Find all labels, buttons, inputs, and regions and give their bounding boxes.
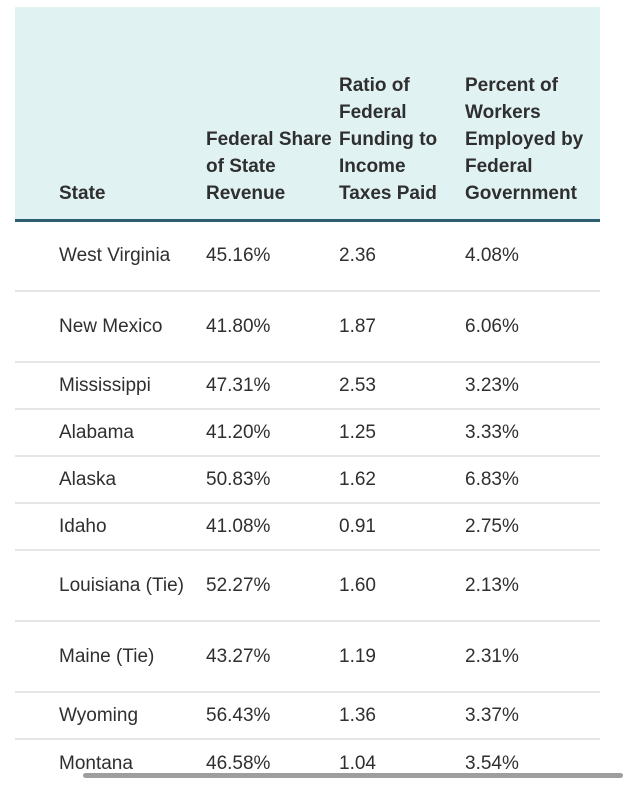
cell-federal-share: 50.83% bbox=[206, 456, 339, 504]
table-row: Louisiana (Tie) 52.27% 1.60 2.13% bbox=[15, 550, 600, 622]
cell-federal-share: 43.27% bbox=[206, 621, 339, 693]
table-row: Alabama 41.20% 1.25 3.33% bbox=[15, 409, 600, 457]
cell-ratio: 1.19 bbox=[339, 621, 465, 693]
cell-workers: 6.06% bbox=[465, 291, 600, 363]
cell-federal-share: 41.20% bbox=[206, 409, 339, 457]
header-row: State Federal Share of State Revenue Rat… bbox=[15, 7, 600, 222]
cell-federal-share: 52.27% bbox=[206, 550, 339, 622]
header-workers: Percent of Workers Employed by Federal G… bbox=[465, 7, 600, 222]
header-state: State bbox=[15, 7, 206, 222]
table-row: West Virginia 45.16% 2.36 4.08% bbox=[15, 220, 600, 292]
cell-federal-share: 41.08% bbox=[206, 503, 339, 551]
cell-federal-share: 41.80% bbox=[206, 291, 339, 363]
cell-workers: 3.23% bbox=[465, 362, 600, 410]
cell-federal-share: 56.43% bbox=[206, 692, 339, 740]
cell-state: Alaska bbox=[15, 456, 206, 504]
cell-state: Louisiana (Tie) bbox=[15, 550, 206, 622]
table-row: Alaska 50.83% 1.62 6.83% bbox=[15, 456, 600, 504]
cell-workers: 2.31% bbox=[465, 621, 600, 693]
cell-ratio: 1.36 bbox=[339, 692, 465, 740]
horizontal-scrollbar[interactable] bbox=[83, 773, 623, 778]
cell-ratio: 1.62 bbox=[339, 456, 465, 504]
cell-workers: 4.08% bbox=[465, 220, 600, 292]
cell-workers: 6.83% bbox=[465, 456, 600, 504]
cell-federal-share: 47.31% bbox=[206, 362, 339, 410]
header-ratio: Ratio of Federal Funding to Income Taxes… bbox=[339, 7, 465, 222]
cell-state: New Mexico bbox=[15, 291, 206, 363]
cell-ratio: 2.53 bbox=[339, 362, 465, 410]
cell-federal-share: 45.16% bbox=[206, 220, 339, 292]
cell-ratio: 1.60 bbox=[339, 550, 465, 622]
cell-state: Montana bbox=[59, 752, 133, 774]
cell-federal-share: 46.58% bbox=[206, 752, 271, 774]
cell-workers: 3.33% bbox=[465, 409, 600, 457]
federal-dependence-table: State Federal Share of State Revenue Rat… bbox=[15, 7, 600, 786]
cell-ratio: 2.36 bbox=[339, 220, 465, 292]
cell-state: Wyoming bbox=[15, 692, 206, 740]
cell-ratio: 1.04 bbox=[339, 752, 376, 774]
cell-workers: 3.37% bbox=[465, 692, 600, 740]
table-container: State Federal Share of State Revenue Rat… bbox=[15, 7, 600, 786]
cell-ratio: 1.25 bbox=[339, 409, 465, 457]
cell-state: West Virginia bbox=[15, 220, 206, 292]
table-row: Wyoming 56.43% 1.36 3.37% bbox=[15, 692, 600, 740]
cell-state: Mississippi bbox=[15, 362, 206, 410]
cell-ratio: 0.91 bbox=[339, 503, 465, 551]
table-row: Idaho 41.08% 0.91 2.75% bbox=[15, 503, 600, 551]
cell-workers: 2.13% bbox=[465, 550, 600, 622]
header-federal-share: Federal Share of State Revenue bbox=[206, 7, 339, 222]
table-row: New Mexico 41.80% 1.87 6.06% bbox=[15, 291, 600, 363]
cell-state: Idaho bbox=[15, 503, 206, 551]
table-row: Maine (Tie) 43.27% 1.19 2.31% bbox=[15, 621, 600, 693]
table-row: Montana 46.58% 1.04 3.54% bbox=[15, 739, 600, 786]
cell-workers: 2.75% bbox=[465, 503, 600, 551]
table-row: Mississippi 47.31% 2.53 3.23% bbox=[15, 362, 600, 410]
cell-ratio: 1.87 bbox=[339, 291, 465, 363]
cell-state: Maine (Tie) bbox=[15, 621, 206, 693]
cell-state: Alabama bbox=[15, 409, 206, 457]
cell-workers: 3.54% bbox=[465, 752, 519, 774]
